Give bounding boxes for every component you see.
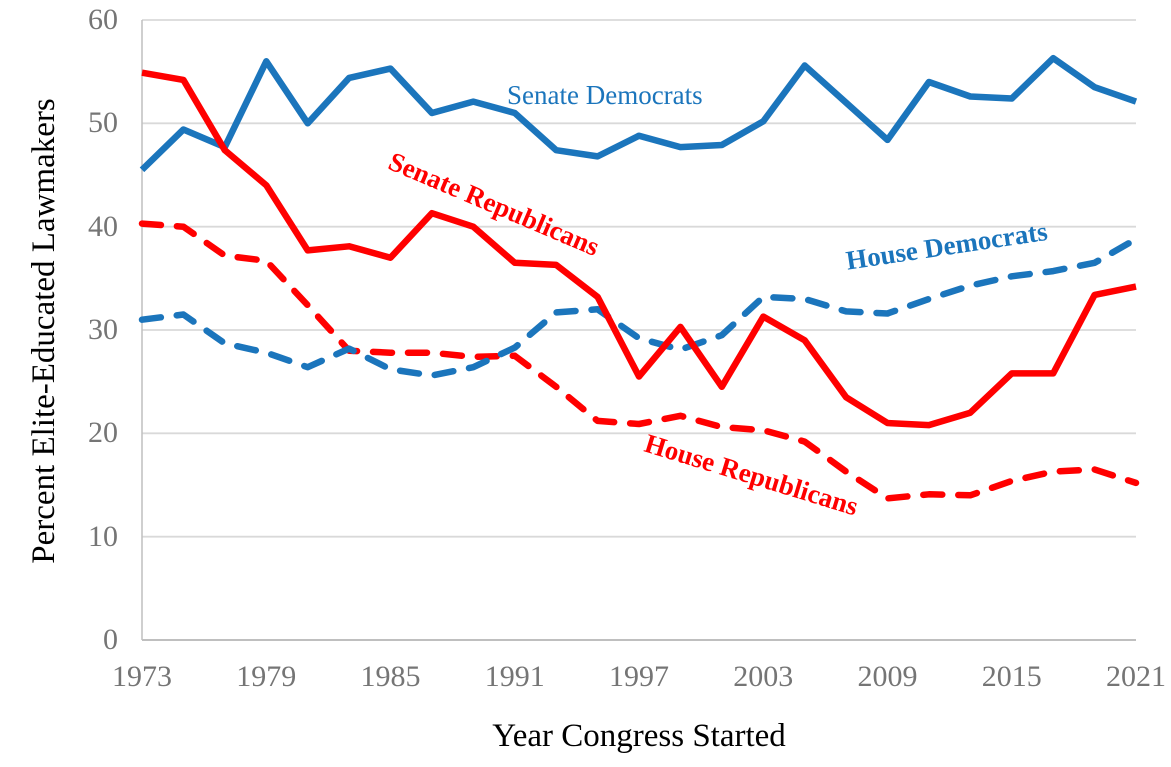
x-tick-label-1997: 1997 (609, 660, 669, 693)
x-tick-label-2003: 2003 (733, 660, 794, 693)
senate-democrats-series-label: Senate Democrats (507, 80, 703, 110)
y-tick-label-10: 10 (88, 519, 118, 553)
house-democrats-line (138, 235, 1140, 379)
y-tick-label-20: 20 (88, 416, 118, 450)
senate-democrats-line (139, 54, 1138, 173)
x-tick-label-1979: 1979 (236, 660, 297, 693)
x-tick-label-1973: 1973 (112, 660, 172, 693)
x-tick-label-2009: 2009 (857, 660, 918, 693)
x-tick-label-2021: 2021 (1106, 660, 1166, 693)
house-republicans-line (138, 220, 1140, 502)
x-tick-label-1985: 1985 (360, 660, 421, 693)
y-tick-label-50: 50 (88, 106, 118, 140)
x-tick-label-2015: 2015 (981, 660, 1042, 693)
y-tick-label-30: 30 (88, 313, 118, 346)
x-axis-title: Year Congress Started (492, 718, 786, 754)
x-tick-label-1991: 1991 (484, 660, 545, 693)
y-tick-label-0: 0 (103, 623, 118, 656)
senate-republicans-line (141, 69, 1137, 429)
y-tick-label-40: 40 (88, 209, 118, 243)
y-tick-label-60: 60 (88, 3, 118, 36)
